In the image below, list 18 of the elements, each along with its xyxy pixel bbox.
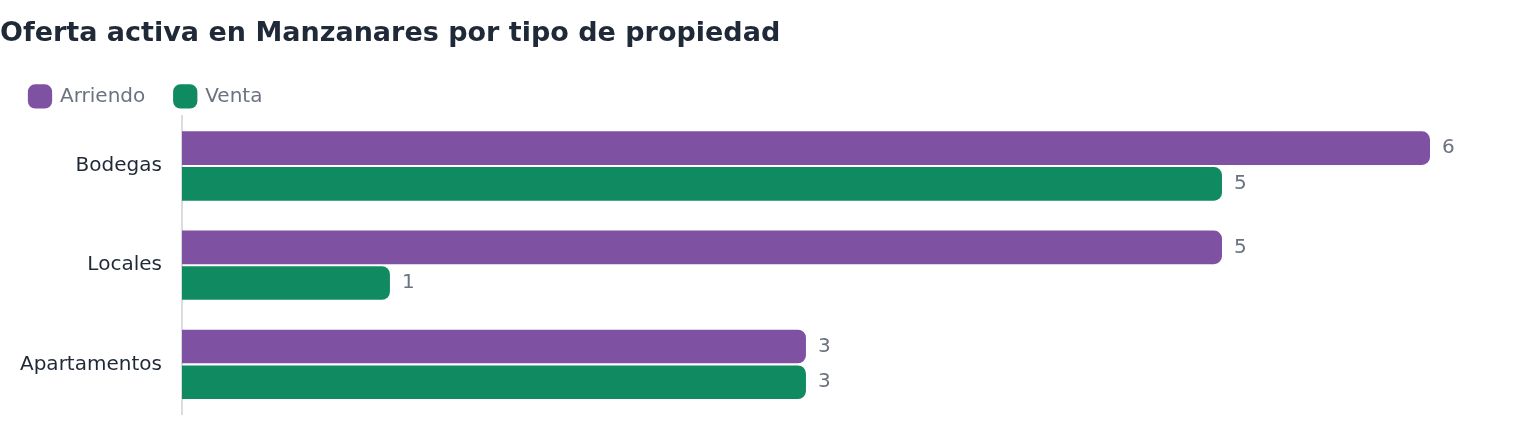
data-label: 3 (817, 368, 831, 393)
bar (181, 131, 1430, 165)
bar (181, 329, 806, 364)
data-label: 6 (1442, 134, 1455, 159)
legend-label: Venta (205, 82, 263, 107)
y-tick-label: Locales (87, 251, 162, 276)
legend-label: Arriendo (60, 82, 146, 107)
data-label: 3 (817, 332, 831, 357)
bar (181, 230, 1222, 265)
y-tick-label: Apartamentos (19, 350, 162, 375)
data-label: 1 (401, 269, 415, 294)
chart-title: Oferta activa en Manzanares por tipo de propiedad (0, 16, 781, 48)
bar (181, 365, 806, 400)
bar (181, 167, 1222, 201)
data-label: 5 (1233, 170, 1247, 195)
data-label: 5 (1233, 233, 1247, 258)
y-tick-label: Bodegas (75, 152, 162, 177)
bar (181, 266, 390, 300)
